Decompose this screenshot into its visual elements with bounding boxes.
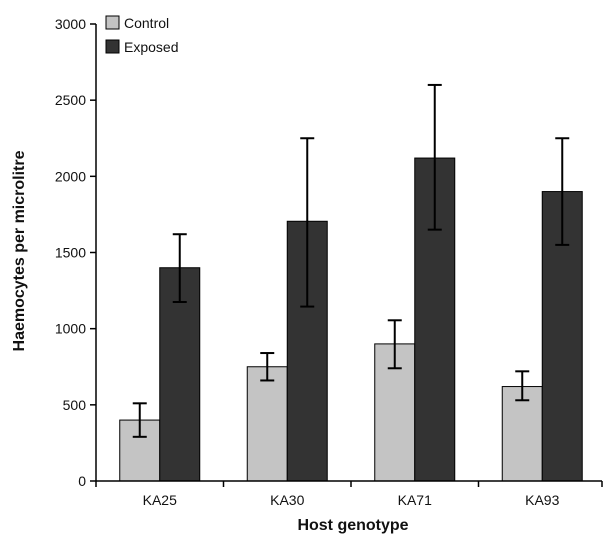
legend: Control Exposed — [105, 15, 178, 55]
x-axis-title: Host genotype — [297, 517, 408, 534]
x-tick-label: KA30 — [270, 492, 304, 508]
y-tick-label: 1000 — [55, 321, 86, 337]
error-bars-layer — [132, 83, 570, 438]
bar-control-ka93 — [501, 386, 543, 482]
x-tick-label: KA25 — [143, 492, 177, 508]
bars-layer — [119, 157, 583, 482]
x-tick-label: KA71 — [398, 492, 432, 508]
y-tick-label: 3000 — [55, 16, 86, 32]
x-tick-label: KA93 — [525, 492, 559, 508]
legend-swatch-exposed — [105, 39, 120, 54]
bar-exposed-ka25 — [159, 267, 201, 482]
y-tick-label: 0 — [78, 473, 86, 489]
y-axis-title: Haemocytes per microlitre — [11, 150, 28, 351]
y-ticks: 0 500 1000 1500 2000 2500 3000 — [55, 16, 96, 489]
y-tick-label: 1500 — [55, 245, 86, 261]
y-tick-label: 2500 — [55, 92, 86, 108]
legend-label-control: Control — [124, 15, 169, 31]
bar-control-ka30 — [246, 366, 288, 482]
legend-label-exposed: Exposed — [124, 39, 178, 55]
legend-swatch-control — [105, 15, 120, 30]
y-tick-label: 500 — [63, 397, 87, 413]
y-tick-label: 2000 — [55, 168, 86, 184]
x-ticks: KA25 KA30 KA71 KA93 — [95, 481, 603, 508]
